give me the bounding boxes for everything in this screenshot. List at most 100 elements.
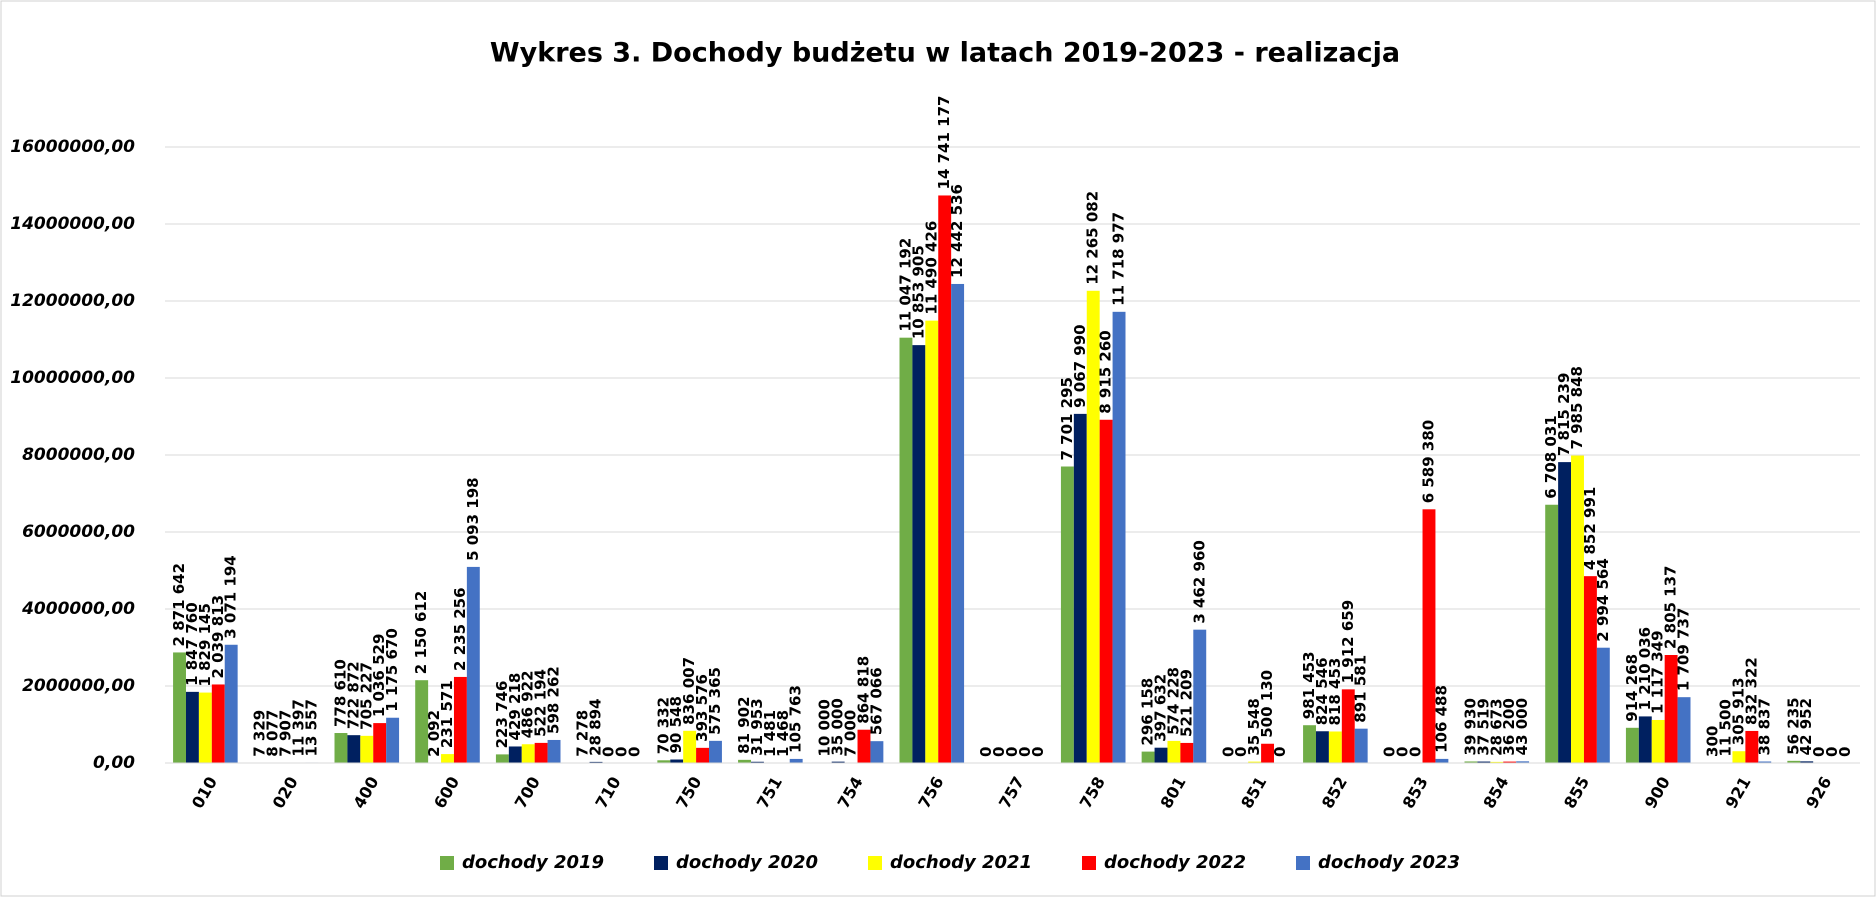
value-label: 574 228 bbox=[1164, 667, 1182, 735]
bar bbox=[1154, 747, 1168, 763]
bar bbox=[789, 758, 803, 763]
value-label: 11 397 bbox=[289, 699, 307, 756]
bar bbox=[198, 692, 212, 763]
value-label: 296 158 bbox=[1139, 678, 1157, 746]
value-label: 2 092 bbox=[425, 710, 443, 757]
value-label: 891 581 bbox=[1352, 655, 1370, 723]
value-label: 0 bbox=[990, 747, 1008, 757]
bar bbox=[1261, 743, 1275, 763]
value-label: 8 077 bbox=[264, 710, 282, 757]
legend-label: dochody 2021 bbox=[890, 852, 1032, 873]
value-label: 598 262 bbox=[545, 666, 563, 734]
bar bbox=[1341, 689, 1355, 763]
bar bbox=[1732, 751, 1746, 763]
bar bbox=[1422, 509, 1436, 763]
bar bbox=[1651, 719, 1665, 763]
bar bbox=[1073, 413, 1087, 763]
bar bbox=[1545, 504, 1559, 763]
value-label: 36 200 bbox=[1500, 698, 1518, 755]
value-label: 1 468 bbox=[774, 710, 792, 757]
bar bbox=[547, 739, 561, 763]
value-label: 2 871 642 bbox=[170, 563, 188, 647]
value-label: 0 bbox=[1836, 747, 1854, 757]
value-label: 1 210 036 bbox=[1636, 627, 1654, 711]
value-label: 105 763 bbox=[787, 685, 805, 753]
y-tick-label: 2000000,00 bbox=[22, 676, 135, 696]
bar bbox=[360, 735, 374, 763]
bar bbox=[938, 195, 952, 763]
value-label: 8 915 260 bbox=[1097, 330, 1115, 414]
value-label: 231 571 bbox=[438, 680, 456, 748]
value-label: 722 872 bbox=[344, 661, 362, 729]
legend-swatch bbox=[440, 856, 454, 870]
bar bbox=[1516, 761, 1530, 763]
bar bbox=[1625, 727, 1639, 763]
value-label: 567 066 bbox=[867, 667, 885, 735]
bar bbox=[657, 760, 671, 763]
value-label: 31 953 bbox=[748, 698, 766, 755]
value-label: 0 bbox=[1407, 747, 1425, 757]
value-label: 7 329 bbox=[251, 710, 269, 757]
value-label: 223 746 bbox=[493, 681, 511, 749]
value-label: 3 071 194 bbox=[222, 555, 240, 639]
bar bbox=[1248, 761, 1262, 763]
bar bbox=[1596, 647, 1610, 763]
y-tick-label: 14000000,00 bbox=[10, 214, 135, 234]
bar bbox=[899, 337, 913, 763]
bar bbox=[211, 684, 225, 763]
value-label: 1 036 529 bbox=[370, 634, 388, 718]
bar bbox=[1086, 290, 1100, 763]
bar bbox=[1558, 462, 1572, 763]
value-label: 14 741 177 bbox=[935, 96, 953, 190]
bar bbox=[1141, 751, 1155, 763]
value-label: 500 130 bbox=[1258, 670, 1276, 738]
value-label: 1 481 bbox=[761, 710, 779, 757]
bar bbox=[1477, 761, 1491, 763]
value-label: 397 632 bbox=[1152, 674, 1170, 742]
bar bbox=[1193, 629, 1207, 763]
bar bbox=[1435, 758, 1449, 763]
value-label: 393 576 bbox=[693, 674, 711, 742]
value-label: 12 265 082 bbox=[1084, 191, 1102, 285]
value-label: 10 853 905 bbox=[909, 245, 927, 339]
bar bbox=[1503, 761, 1517, 763]
value-label: 575 365 bbox=[706, 667, 724, 735]
value-label: 2 994 564 bbox=[1594, 558, 1612, 642]
value-label: 10 000 bbox=[816, 699, 834, 756]
value-label: 11 718 977 bbox=[1110, 212, 1128, 306]
bar bbox=[1112, 311, 1126, 763]
value-label: 2 235 256 bbox=[451, 587, 469, 671]
bar bbox=[857, 729, 871, 763]
bar bbox=[495, 754, 509, 763]
bar bbox=[224, 644, 238, 763]
value-label: 0 bbox=[1381, 747, 1399, 757]
value-label: 9 067 990 bbox=[1071, 324, 1089, 408]
value-label: 106 488 bbox=[1432, 685, 1450, 753]
legend-label: dochody 2023 bbox=[1318, 852, 1460, 873]
value-label: 429 218 bbox=[506, 673, 524, 741]
value-label: 305 913 bbox=[1729, 677, 1747, 745]
bar bbox=[1303, 725, 1316, 763]
bar bbox=[373, 723, 387, 763]
value-label: 11 490 426 bbox=[922, 221, 940, 315]
bar bbox=[1167, 740, 1181, 763]
value-label: 0 bbox=[599, 747, 617, 757]
bar bbox=[1180, 742, 1194, 763]
value-label: 2 039 813 bbox=[209, 595, 227, 679]
value-label: 0 bbox=[612, 747, 630, 757]
value-label: 778 610 bbox=[331, 659, 349, 727]
value-label: 864 818 bbox=[854, 656, 872, 724]
value-label: 35 000 bbox=[829, 698, 847, 755]
value-label: 0 bbox=[1232, 747, 1250, 757]
value-label: 0 bbox=[1394, 747, 1412, 757]
bar bbox=[521, 744, 535, 763]
y-tick-label: 12000000,00 bbox=[10, 291, 135, 311]
value-label: 1 117 349 bbox=[1649, 630, 1667, 714]
value-label: 824 546 bbox=[1313, 657, 1331, 725]
value-label: 12 442 536 bbox=[948, 184, 966, 278]
bar bbox=[670, 759, 684, 763]
value-label: 1 847 760 bbox=[183, 602, 201, 686]
bar bbox=[1315, 731, 1329, 763]
y-tick-label: 16000000,00 bbox=[10, 137, 135, 157]
value-label: 70 332 bbox=[654, 697, 672, 754]
